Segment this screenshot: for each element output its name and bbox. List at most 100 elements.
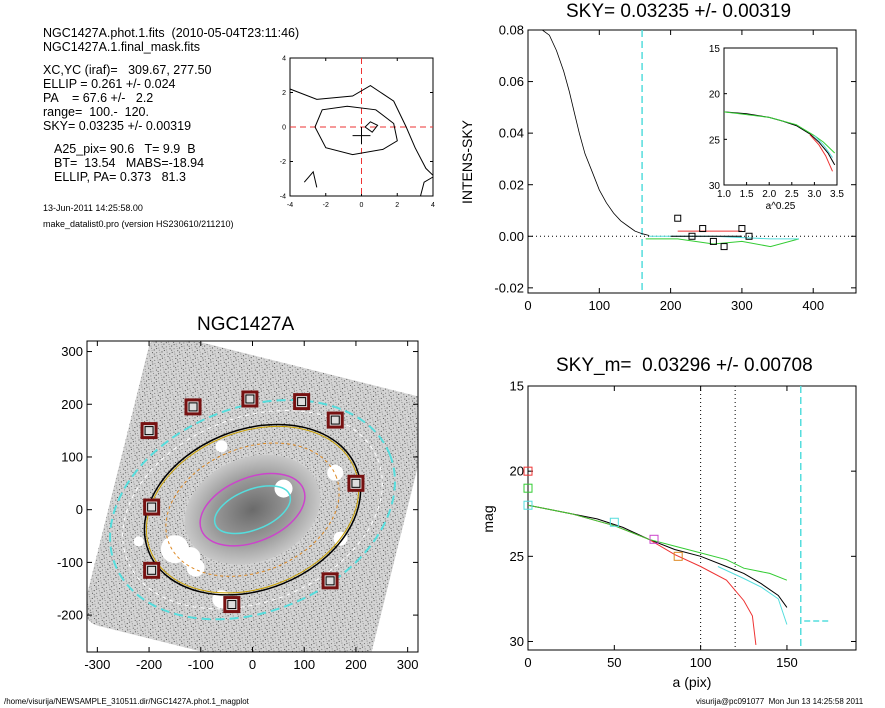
sky-xtick-label: 300 (731, 298, 753, 313)
isophote-orange (165, 442, 340, 577)
contour-line (364, 121, 379, 133)
sky-box-inner (325, 576, 335, 586)
mag-point-marker (673, 551, 683, 561)
sky-box-inner (147, 565, 157, 575)
mag-curve-green (528, 504, 788, 581)
sky-xtick-label: 200 (660, 298, 682, 313)
sky-point-marker (745, 232, 753, 240)
image-xtick-label: 100 (293, 657, 315, 672)
contour-xtick-label: -2 (323, 202, 329, 209)
image-xtick-label: 300 (397, 657, 419, 672)
sky-profile-panel: 0 100 200 300 400 -0.02 0.00 0.02 0.04 0.06 0.08 IN… (459, 23, 857, 313)
isophote-cyan (213, 485, 292, 535)
sky-box-inner (144, 426, 154, 436)
inset-xtick-label: 1.0 (717, 189, 731, 200)
inset-curve-red (809, 134, 833, 172)
sky-box (223, 596, 241, 614)
image-xtick-label: 0 (249, 657, 256, 672)
sky-box (241, 390, 259, 408)
inset-curve-green (724, 111, 836, 154)
image-ytick-label: 0 (76, 502, 83, 517)
image-xtick-label: -100 (188, 657, 214, 672)
mag-xtick-label: 50 (607, 655, 621, 670)
sky-annulus-inner (122, 410, 383, 610)
mag-point-marker (609, 517, 619, 527)
contour-line (289, 85, 434, 176)
contour-line (314, 105, 398, 156)
header-line-4: ELLIP = 0.261 +/- 0.024 (43, 77, 176, 91)
footer-path: /home/visurija/NEWSAMPLE_310511.dir/NGC1… (4, 697, 249, 706)
sky-box-inner (147, 502, 157, 512)
sky-box-inner (351, 478, 361, 488)
contour-ytick-label: 0 (282, 124, 286, 131)
mag-point-marker (523, 500, 533, 510)
sky-ytick-label: 0.08 (499, 23, 524, 38)
mag-xtick-label: 150 (776, 655, 798, 670)
sky-box (347, 474, 365, 492)
header-program: make_datalist0.pro (version HS230610/211… (43, 219, 234, 229)
sky-box (184, 398, 202, 416)
header-line-1: NGC1427A.phot.1.fits (2010-05-04T23:11:4… (43, 26, 300, 40)
sky-box (140, 422, 158, 440)
mag-curve-red (528, 504, 757, 645)
isophote-magenta (199, 472, 306, 547)
contour-panel: -4 -2 0 2 4 -4 -2 0 2 4 (280, 55, 435, 209)
mag-point-marker (523, 466, 533, 476)
mag-xtick-label: 0 (524, 655, 531, 670)
sky-point-marker (699, 225, 707, 233)
mag-curve-cyan (717, 566, 788, 625)
header-line-7: SKY= 0.03235 +/- 0.00319 (43, 119, 192, 133)
image-ytick-label: -100 (57, 555, 83, 570)
isophote-a25 (143, 423, 362, 596)
footer-user: visurija@pc091077 Mon Jun 13 14:25:58 20… (696, 697, 864, 706)
contour-xtick-label: 2 (395, 202, 399, 209)
galaxy-image-title: NGC1427A (197, 314, 295, 335)
mag-ytick-label: 20 (510, 464, 524, 479)
inset-xtick-label: 2.5 (785, 189, 799, 200)
sky-box (326, 411, 344, 429)
image-ytick-label: -200 (57, 608, 83, 623)
image-xtick-label: 200 (345, 657, 367, 672)
sky-box (143, 498, 161, 516)
mag-ylabel: mag (480, 505, 496, 532)
sky-point-marker (720, 243, 728, 251)
sky-ytick-label: 0.02 (499, 177, 524, 192)
sky-box (321, 572, 339, 590)
contour-xtick-label: 4 (431, 202, 435, 209)
header-line-9: BT= 13.54 MABS=-18.94 (54, 156, 205, 170)
contour-ytick-label: -2 (280, 159, 286, 166)
mag-ytick-label: 25 (510, 549, 524, 564)
mag-point-marker (649, 534, 659, 544)
sky-box-inner (188, 402, 198, 412)
contour-line (303, 170, 318, 188)
header-line-5: PA = 67.6 +/- 2.2 (43, 91, 154, 105)
image-xtick-label: -300 (84, 657, 110, 672)
sky-ytick-label: 0.06 (499, 74, 524, 89)
image-field (87, 341, 418, 652)
mag-xlabel: a (pix) (673, 674, 712, 690)
image-ytick-label: 100 (61, 450, 83, 465)
header-date: 13-Jun-2011 14:25:58.00 (43, 203, 143, 213)
image-xtick-label: -200 (136, 657, 162, 672)
sky-frame (527, 29, 857, 294)
contour-ytick-label: 2 (282, 90, 286, 97)
header-line-2: NGC1427A.1.final_mask.fits (43, 40, 201, 54)
sky-profile-title: SKY= 0.03235 +/- 0.00319 (566, 1, 792, 22)
mag-point-marker (523, 483, 533, 493)
sky-ylabel: INTENS-SKY (459, 119, 475, 204)
image-ytick-label: 300 (61, 344, 83, 359)
inset-frame (723, 47, 838, 186)
sky-point-marker (738, 225, 746, 233)
inset-xtick-label: 3.5 (830, 189, 844, 200)
mag-profile-panel: 0 50 100 150 15 20 25 30 a (pix) mag (480, 379, 857, 690)
masked-star (133, 536, 144, 547)
masked-star (327, 464, 344, 481)
sky-xtick-label: 0 (524, 298, 531, 313)
mag-profile-title: SKY_m= 0.03296 +/- 0.00708 (556, 355, 813, 376)
contour-line (420, 176, 434, 197)
header-line-8: A25_pix= 90.6 T= 9.9 B (54, 142, 196, 156)
sky-ytick-label: -0.02 (494, 280, 524, 295)
sky-ytick-label: 0.04 (499, 126, 524, 141)
inset-curve-black (724, 111, 836, 166)
